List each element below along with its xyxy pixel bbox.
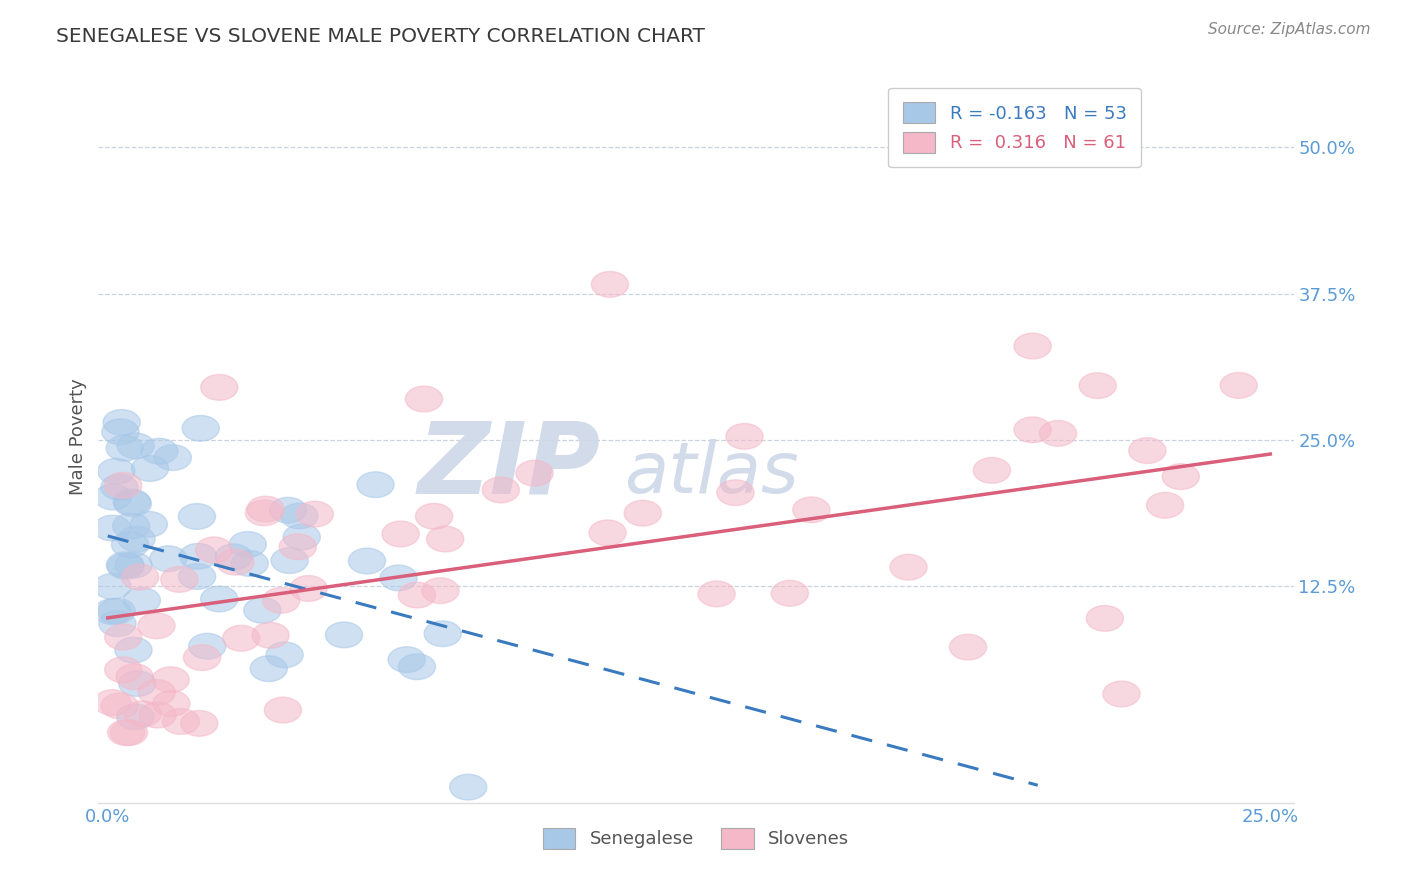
Text: SENEGALESE VS SLOVENE MALE POVERTY CORRELATION CHART: SENEGALESE VS SLOVENE MALE POVERTY CORRE…: [56, 27, 706, 45]
Text: ZIP: ZIP: [418, 417, 600, 515]
Text: atlas: atlas: [624, 439, 799, 508]
Legend: Senegalese, Slovenes: Senegalese, Slovenes: [536, 821, 856, 856]
Y-axis label: Male Poverty: Male Poverty: [69, 379, 87, 495]
Text: Source: ZipAtlas.com: Source: ZipAtlas.com: [1208, 22, 1371, 37]
